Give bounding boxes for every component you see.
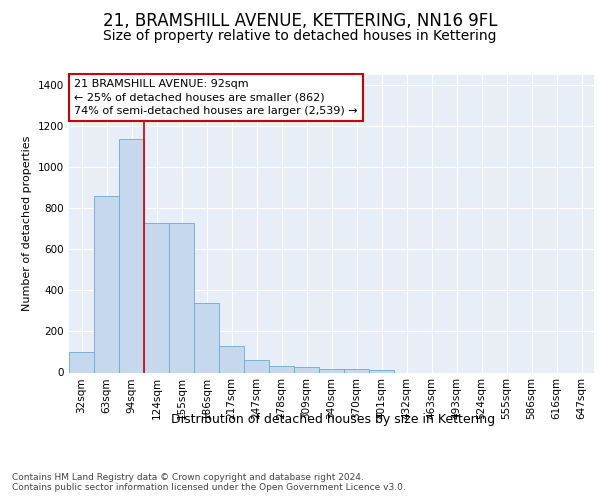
Bar xyxy=(69,352,94,372)
Text: 21 BRAMSHILL AVENUE: 92sqm
← 25% of detached houses are smaller (862)
74% of sem: 21 BRAMSHILL AVENUE: 92sqm ← 25% of deta… xyxy=(74,80,358,116)
Bar xyxy=(244,360,269,372)
Text: 21, BRAMSHILL AVENUE, KETTERING, NN16 9FL: 21, BRAMSHILL AVENUE, KETTERING, NN16 9F… xyxy=(103,12,497,30)
Text: Size of property relative to detached houses in Kettering: Size of property relative to detached ho… xyxy=(103,29,497,43)
Bar xyxy=(344,369,369,372)
Bar xyxy=(219,346,244,372)
Y-axis label: Number of detached properties: Number of detached properties xyxy=(22,136,32,312)
Bar xyxy=(194,302,219,372)
Text: Distribution of detached houses by size in Kettering: Distribution of detached houses by size … xyxy=(171,412,495,426)
Bar xyxy=(169,222,194,372)
Bar xyxy=(269,366,294,372)
Bar xyxy=(319,369,344,372)
Bar xyxy=(119,138,144,372)
Text: Contains HM Land Registry data © Crown copyright and database right 2024.
Contai: Contains HM Land Registry data © Crown c… xyxy=(12,472,406,492)
Bar xyxy=(144,222,169,372)
Bar xyxy=(94,196,119,372)
Bar xyxy=(294,368,319,372)
Bar xyxy=(369,370,394,372)
